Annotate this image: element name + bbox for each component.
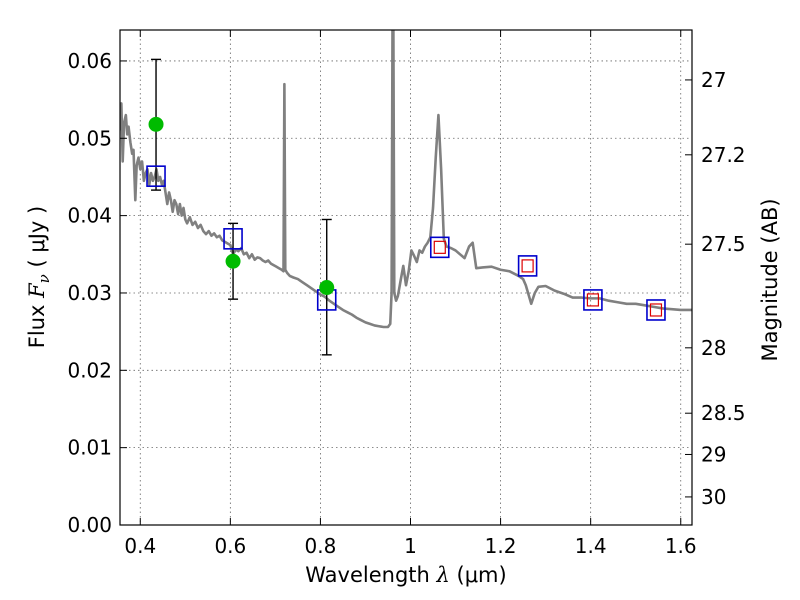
right-tick-label: 28 <box>701 336 726 360</box>
point-layer <box>148 116 335 296</box>
right-tick-label: 27 <box>701 68 726 92</box>
plot-frame <box>119 29 693 526</box>
model-box <box>646 299 666 321</box>
sed-line <box>120 30 692 329</box>
right-tick-label: 27.2 <box>701 143 746 167</box>
x-tick-label: 0.8 <box>305 534 337 558</box>
model-box-inner <box>649 303 663 317</box>
model-box-inner <box>433 240 446 254</box>
x-tick-label: 0.4 <box>124 534 156 558</box>
x-axis-label-symbol: λ <box>436 563 450 587</box>
x-tick-label: 1.2 <box>485 534 517 558</box>
right-tick-label: 27.5 <box>701 232 746 256</box>
x-tick-label: 0.6 <box>214 534 246 558</box>
model-box <box>517 255 538 277</box>
model-box <box>223 228 243 250</box>
ticks: 0.4 0.6 0.8 1 1.2 1.4 1.6 0.00 0.01 0.02 0.03 0.04 0… <box>67 30 746 558</box>
y-axis-label-suffix: ( μJy ) <box>25 206 49 274</box>
y-tick-label: 0.01 <box>67 436 112 460</box>
x-axis-label-prefix: Wavelength <box>305 563 436 587</box>
box-layer <box>146 165 666 321</box>
x-tick-label: 1.4 <box>575 534 607 558</box>
x-axis-label: Wavelength λ (μm) <box>305 563 506 587</box>
x-axis-label-suffix: (μm) <box>450 563 507 587</box>
model-box <box>429 236 450 259</box>
model-box-inner <box>521 259 534 273</box>
observed-point <box>225 253 241 269</box>
model-box-inner <box>586 293 600 307</box>
y-tick-label: 0.02 <box>67 358 112 382</box>
y-axis-label-symbol: F <box>25 282 49 299</box>
observed-point <box>148 116 164 132</box>
model-box <box>583 289 603 311</box>
y-axis-label: Flux Fν ( μJy ) <box>25 206 53 348</box>
y-tick-label: 0.04 <box>67 204 112 228</box>
y-axis-label-subscript: ν <box>35 274 53 283</box>
observed-point <box>319 280 335 296</box>
y-tick-label: 0.06 <box>67 49 112 73</box>
y-tick-label: 0.03 <box>67 281 112 305</box>
sed-layer <box>120 30 692 329</box>
model-box <box>146 165 166 187</box>
right-tick-label: 29 <box>701 442 726 466</box>
y-axis-label-prefix: Flux <box>25 298 49 348</box>
y-tick-label: 0.05 <box>67 126 112 150</box>
right-tick-label: 28.5 <box>701 401 746 425</box>
right-axis-label: Magnitude (AB) <box>758 198 782 361</box>
right-tick-label: 30 <box>701 485 726 509</box>
x-tick-label: 1 <box>404 534 417 558</box>
x-tick-label: 1.6 <box>665 534 697 558</box>
y-tick-label: 0.00 <box>67 513 112 537</box>
grid <box>120 30 692 526</box>
